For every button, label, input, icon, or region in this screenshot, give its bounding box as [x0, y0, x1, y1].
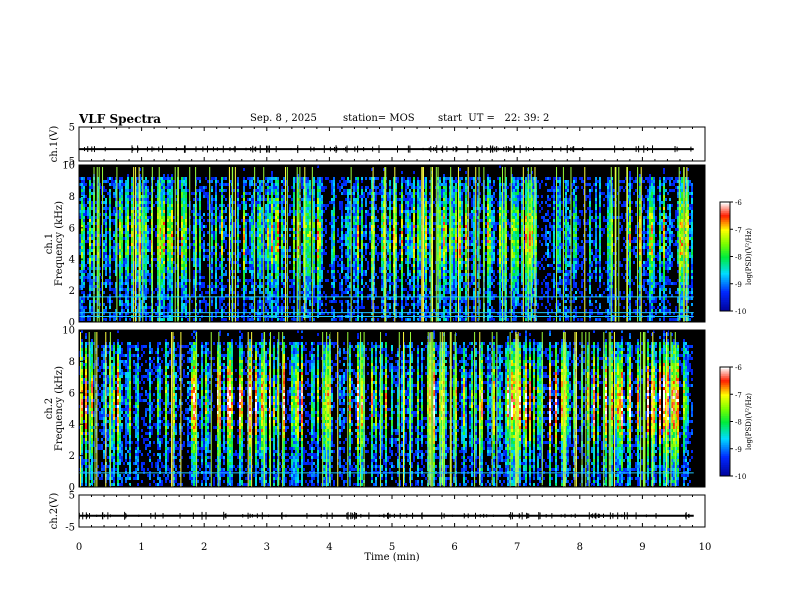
spectrogram-ch2-ylabel: ch.2 Frequency (kHz)	[44, 366, 65, 451]
waveform-ch1-ylabel: ch.1(V)	[49, 126, 60, 163]
x-tick-label: 4	[326, 542, 332, 553]
waveform-ch2-ytick-label: -5	[65, 523, 75, 534]
colorbar-ch2-tick-label: -10	[735, 473, 746, 481]
spectrogram-ch2-ytick-label: 4	[69, 420, 75, 431]
spectrogram-ch2-ylabel-line: Frequency (kHz)	[54, 366, 65, 451]
waveform-ch1-frame	[79, 127, 705, 161]
x-tick-label: 2	[201, 542, 207, 553]
waveform-ch1-ylabel-line: ch.1(V)	[49, 126, 60, 163]
colorbar-ch1-tick-label: -10	[735, 308, 746, 316]
waveform-ch2-ylabel-line: ch.2(V)	[49, 493, 60, 530]
colorbar-ch1-tick-label: -6	[735, 199, 742, 207]
colorbar-ch2-label: log(PSD)(V²/Hz)	[745, 393, 753, 450]
x-tick-label: 9	[639, 542, 645, 553]
colorbar-ch2-tick-label: -9	[735, 446, 742, 454]
x-tick-label: 6	[451, 542, 457, 553]
x-tick-label: 10	[699, 542, 712, 553]
colorbar-ch2	[720, 367, 730, 477]
colorbar-ch2-tick-label: -8	[735, 419, 742, 427]
spectrogram-ch1-ytick-label: 10	[62, 161, 75, 172]
waveform-ch2-ylabel: ch.2(V)	[49, 493, 60, 530]
spectrogram-ch1-ytick-label: 4	[69, 255, 75, 266]
vlf-spectra-figure: 5-5ch.1(V)1086420ch.1 Frequency (kHz)1086…	[0, 0, 792, 612]
colorbar-ch1-label: log(PSD)(V²/Hz)	[745, 228, 753, 285]
x-tick-label: 8	[577, 542, 583, 553]
x-tick-label: 7	[514, 542, 520, 553]
spectrogram-ch2-ytick-label: 10	[62, 326, 75, 337]
x-tick-label: 3	[264, 542, 270, 553]
spectrogram-ch2-ytick-label: 8	[69, 357, 75, 368]
waveform-ch2-ytick-label: 5	[69, 491, 75, 502]
waveform-ch2-frame	[79, 495, 705, 527]
colorbar-ch1-tick-label: -8	[735, 254, 742, 262]
colorbar-ch2-tick-label: -6	[735, 364, 742, 372]
spectrogram-ch2-ytick-label: 6	[69, 388, 75, 399]
x-tick-label: 1	[138, 542, 144, 553]
x-axis-label: Time (min)	[364, 552, 419, 563]
x-tick-label: 0	[76, 542, 82, 553]
colorbar-ch1-tick-label: -9	[735, 281, 742, 289]
spectrogram-ch1-ylabel: ch.1 Frequency (kHz)	[44, 201, 65, 286]
colorbar-ch2-tick-label: -7	[735, 391, 742, 399]
waveform-ch1-ytick-label: 5	[69, 123, 75, 134]
colorbar-ch1	[720, 202, 730, 312]
spectrogram-ch1-ytick-label: 2	[69, 286, 75, 297]
spectrogram-ch1-ytick-label: 6	[69, 223, 75, 234]
spectrogram-ch1-ylabel-line: Frequency (kHz)	[54, 201, 65, 286]
spectrogram-ch1-ytick-label: 8	[69, 192, 75, 203]
spectrogram-ch2-ytick-label: 2	[69, 451, 75, 462]
colorbar-ch1-tick-label: -7	[735, 226, 742, 234]
